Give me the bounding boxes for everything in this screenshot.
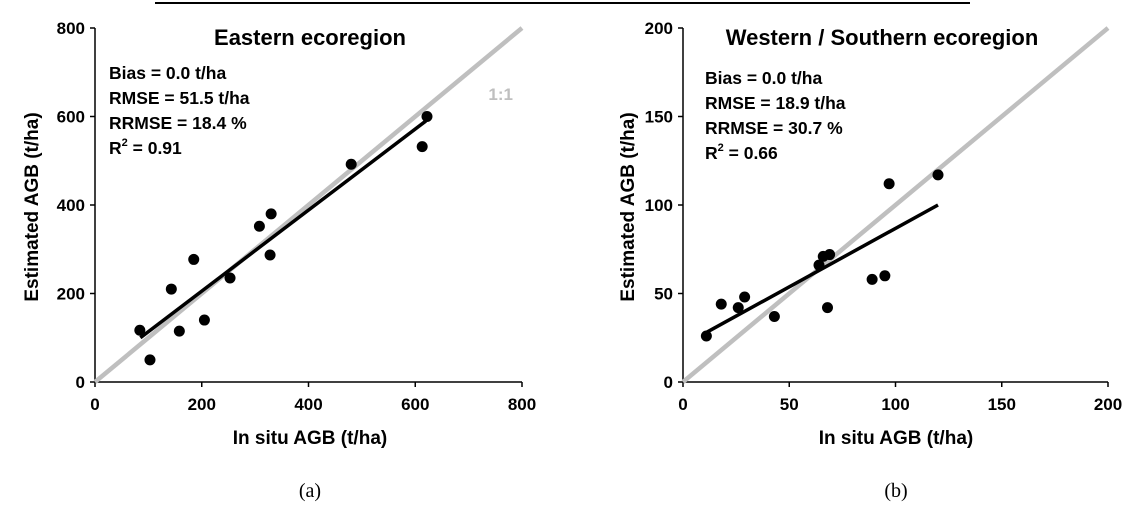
panel-b-title: Western / Southern ecoregion	[726, 25, 1039, 50]
panel-b-x-tick-label: 200	[1094, 395, 1122, 414]
panel-a-data-point	[198, 314, 210, 326]
panel-a-x-axis-title: In situ AGB (t/ha)	[233, 428, 387, 449]
panel-a-r2-sup: 2	[122, 137, 128, 149]
panel-b-x-tick-label: 0	[678, 395, 687, 414]
panel-a-data-point	[264, 249, 276, 261]
chart-panel-b: Western / Southern ecoregion Bias = 0.0 …	[618, 19, 1122, 502]
panel-a-y-tick-label: 200	[57, 285, 85, 304]
panel-a-data-point	[421, 111, 433, 122]
panel-b-data-point	[879, 270, 891, 282]
panel-a-title: Eastern ecoregion	[214, 25, 406, 50]
panel-b-caption: (b)	[884, 480, 907, 502]
panel-b-data-point	[739, 291, 751, 303]
panel-b-y-tick-label: 100	[645, 196, 673, 215]
panel-b-r2-value: = 0.66	[724, 143, 778, 163]
panel-b-plot: 0 50 100 150 200 0 50 100 150 200	[645, 19, 1123, 414]
panel-a-y-tick-label: 0	[76, 373, 85, 392]
panel-a-identity-line	[93, 26, 524, 384]
panel-b-data-point	[715, 298, 727, 310]
panel-a-data-point	[144, 354, 156, 366]
panel-b-data-point	[866, 273, 878, 285]
panel-a-fit-line	[139, 119, 427, 340]
panel-a-data-point	[224, 272, 236, 284]
panel-a-y-axis-title: Estimated AGB (t/ha)	[22, 112, 43, 301]
panel-b-x-axis-title: In situ AGB (t/ha)	[819, 428, 973, 449]
panel-a-x-tick-label: 800	[508, 395, 536, 414]
panel-a-data-point	[253, 220, 265, 232]
panel-b-data-point	[813, 259, 825, 271]
panel-b-rmse: RMSE = 18.9 t/ha	[705, 93, 846, 113]
panel-b-r2-sup: 2	[718, 142, 724, 154]
panel-b-y-axis-title: Estimated AGB (t/ha)	[618, 112, 639, 301]
panel-a-data-point	[165, 283, 177, 295]
panel-b-data-point	[822, 302, 833, 314]
panel-b-r2-label: R	[705, 143, 718, 163]
panel-a-data-point	[265, 208, 277, 220]
panel-a-r2-value: = 0.91	[128, 138, 182, 158]
panel-b-data-point	[932, 169, 944, 181]
panel-a-r2-label: R	[109, 138, 122, 158]
panel-a-y-tick-label: 800	[57, 19, 85, 38]
panel-a-data-point	[188, 253, 200, 265]
panel-b-data-point	[700, 330, 712, 342]
panel-a-data-point	[345, 158, 357, 170]
panel-a-r2: R2 = 0.91	[109, 137, 182, 158]
panel-a-data-point	[173, 325, 185, 337]
panel-a-bias: Bias = 0.0 t/ha	[109, 63, 226, 83]
panel-b-data-point	[732, 302, 744, 314]
panel-b-data-point	[824, 249, 836, 261]
panel-a-x-tick-label: 600	[401, 395, 429, 414]
panel-a-data-point	[416, 141, 428, 153]
panel-b-data-point	[883, 178, 895, 190]
chart-panel-a: Eastern ecoregion Bias = 0.0 t/ha RMSE =…	[22, 19, 536, 502]
panel-a-x-tick-label: 400	[294, 395, 322, 414]
panel-b-x-tick-label: 150	[988, 395, 1016, 414]
panel-a-x-tick-label: 200	[188, 395, 216, 414]
panel-a-rmse: RMSE = 51.5 t/ha	[109, 88, 250, 108]
panel-a-data-point	[134, 324, 146, 336]
panel-a-x-tick-label: 0	[90, 395, 99, 414]
panel-b-rrmse: RRMSE = 30.7 %	[705, 118, 843, 138]
panel-b-r2: R2 = 0.66	[705, 142, 778, 163]
panel-b-x-tick-label: 50	[780, 395, 799, 414]
panel-b-x-tick-label: 100	[881, 395, 909, 414]
panel-a-y-tick-label: 600	[57, 108, 85, 127]
panel-a-caption: (a)	[299, 480, 321, 502]
panel-b-bias: Bias = 0.0 t/ha	[705, 68, 822, 88]
panel-b-identity-line	[681, 26, 1110, 384]
panel-a-plot: 0 200 400 600 800 0 200 400 600 800	[57, 19, 537, 414]
panel-b-y-tick-label: 150	[645, 108, 673, 127]
panel-b-y-tick-label: 200	[645, 19, 673, 38]
panel-a-rrmse: RRMSE = 18.4 %	[109, 113, 247, 133]
panel-b-y-tick-label: 0	[664, 373, 673, 392]
panel-b-y-tick-label: 50	[654, 285, 673, 304]
panel-a-identity-label: 1:1	[488, 85, 513, 104]
panel-b-data-point	[768, 311, 780, 323]
panel-a-y-tick-label: 400	[57, 196, 85, 215]
